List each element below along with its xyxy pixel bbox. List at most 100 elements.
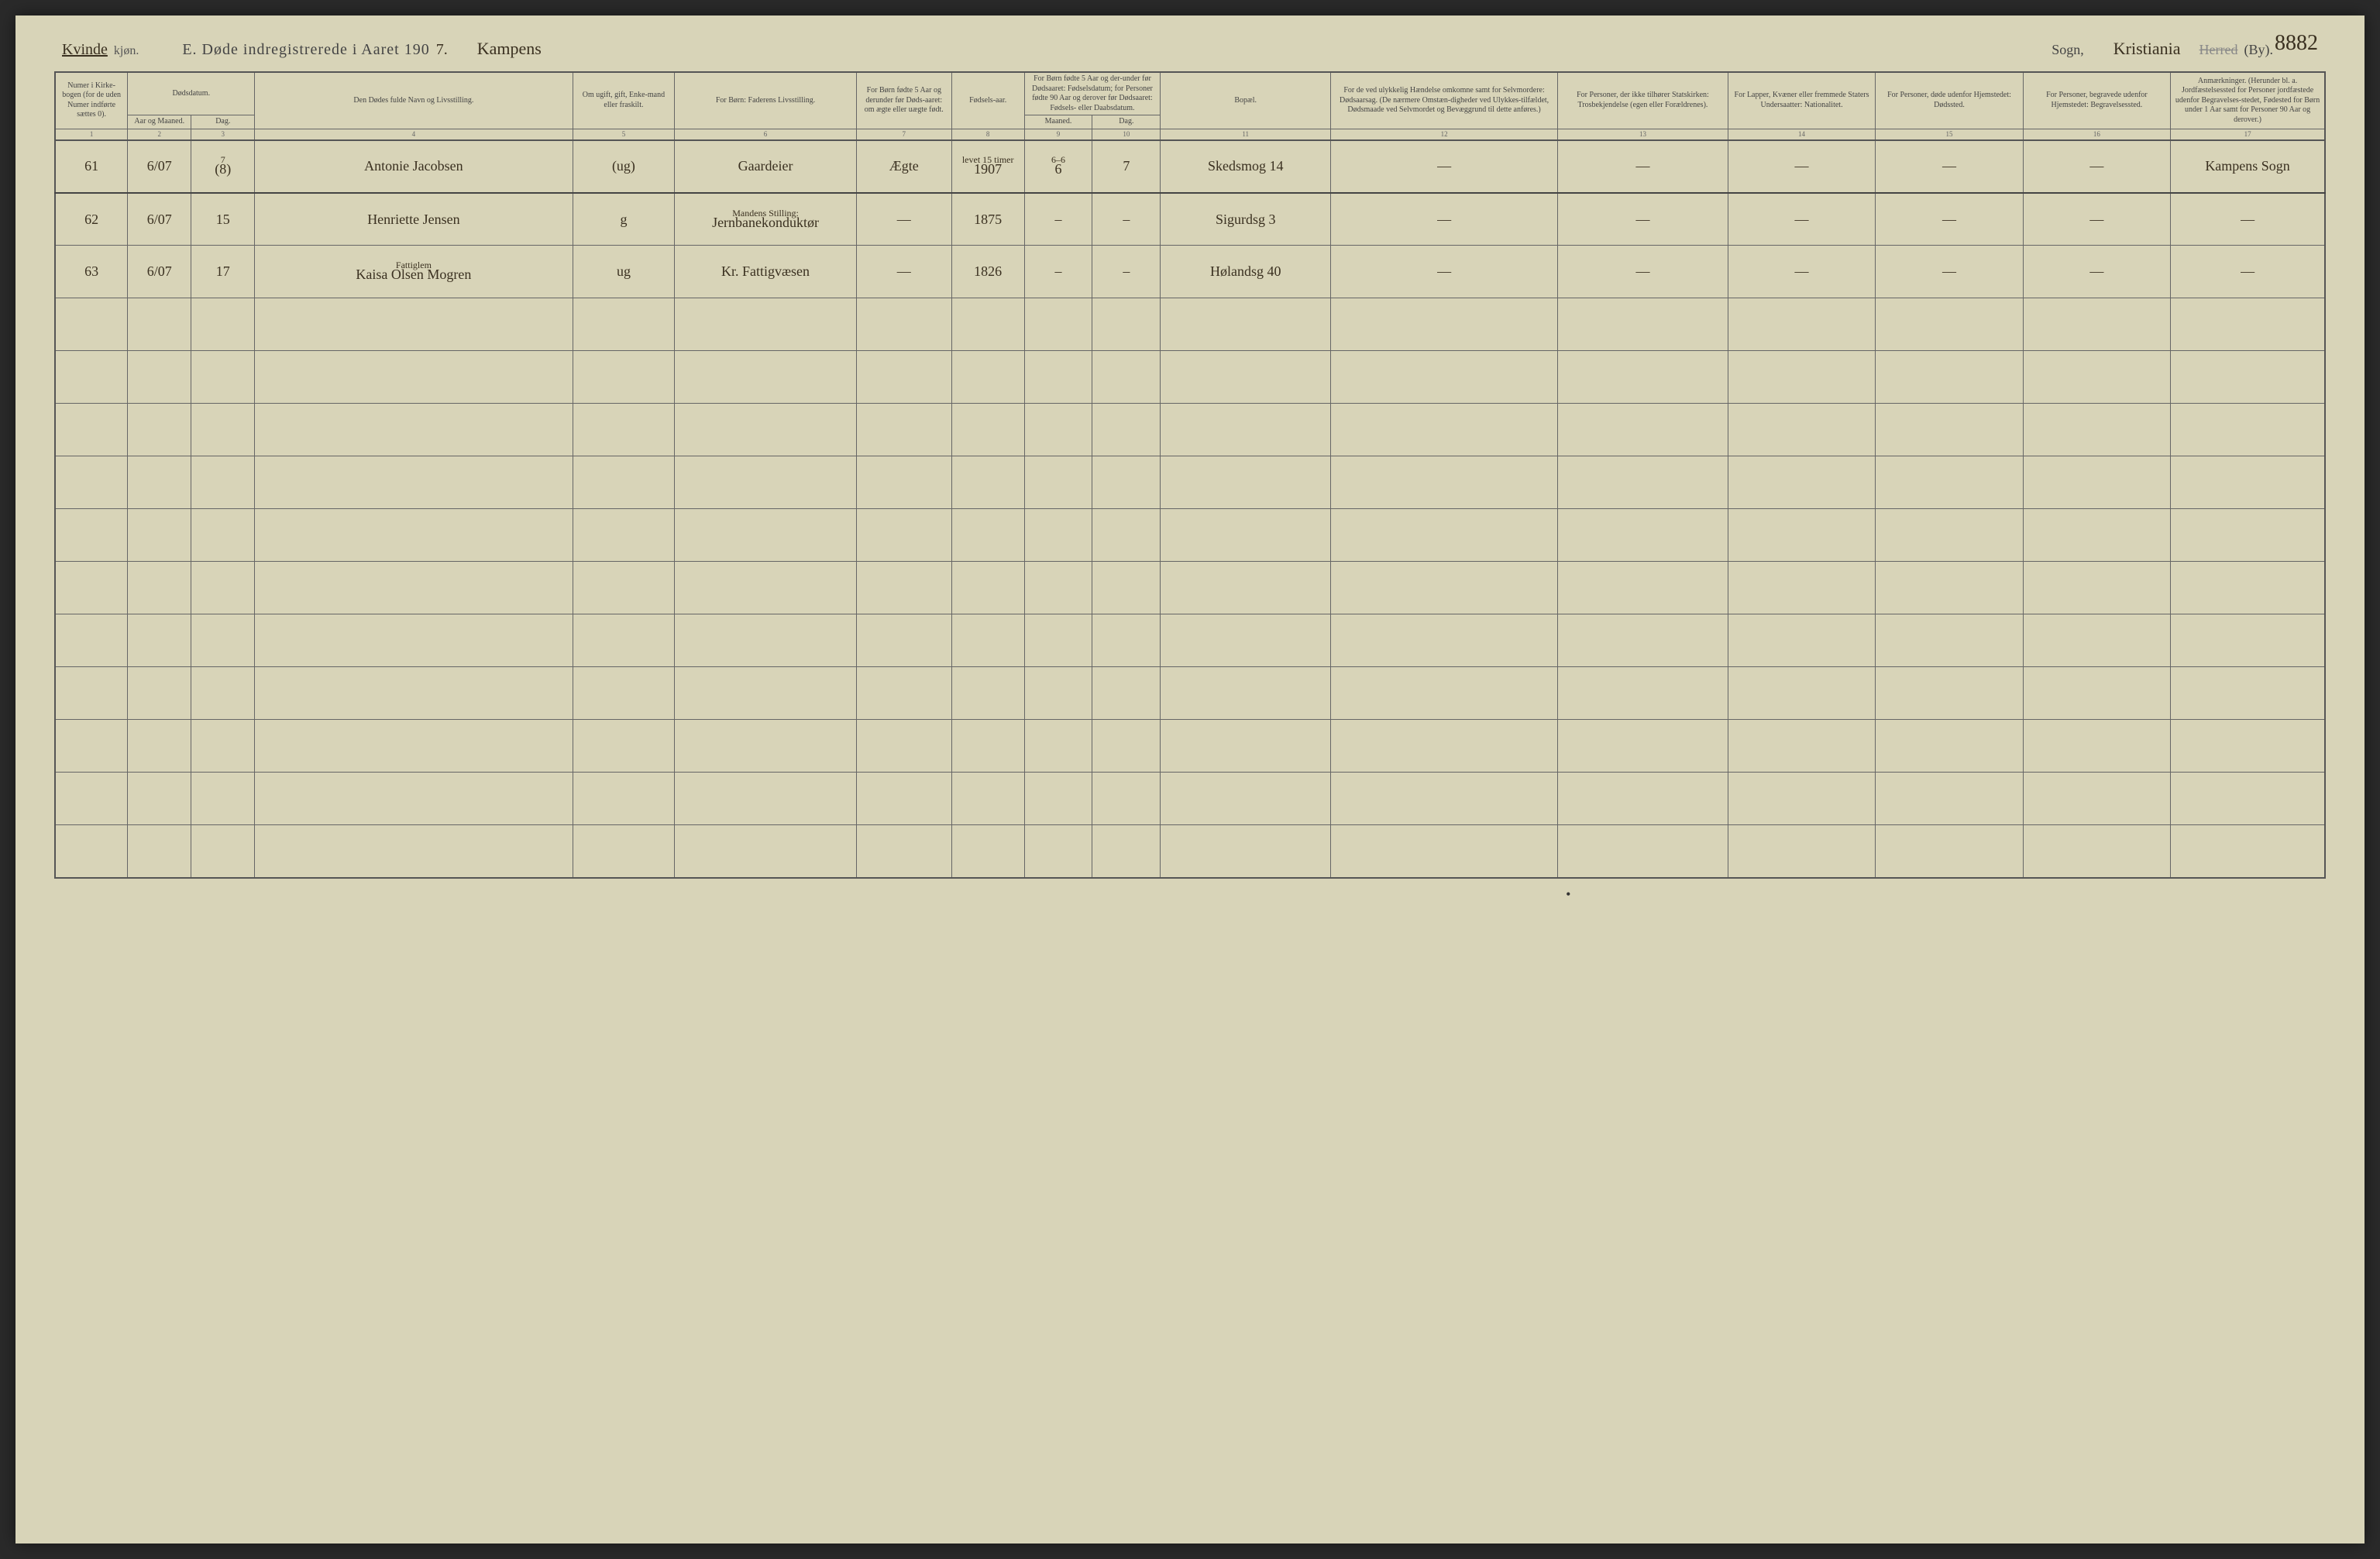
col-header: For Børn fødte 5 Aar og der-under før Dø…: [1024, 72, 1161, 115]
table-row-empty: [55, 404, 2325, 456]
table-cell: [128, 773, 191, 825]
colnum: 1: [55, 129, 128, 140]
table-cell: [1728, 351, 1875, 404]
col-subheader: Maaned.: [1024, 115, 1092, 129]
table-cell: [573, 562, 675, 614]
table-cell: [2171, 298, 2325, 351]
table-cell: [675, 825, 856, 878]
table-cell: [856, 720, 951, 773]
table-cell: [2171, 456, 2325, 509]
table-cell: [856, 773, 951, 825]
table-cell: [191, 614, 255, 667]
table-cell: [2023, 720, 2170, 773]
table-cell: [1728, 456, 1875, 509]
table-header: Numer i Kirke-bogen (for de uden Numer i…: [55, 72, 2325, 140]
table-cell: [55, 562, 128, 614]
col-header: Den Dødes fulde Navn og Livsstilling.: [255, 72, 573, 129]
table-cell: [1331, 298, 1558, 351]
table-cell: [1876, 509, 2023, 562]
table-cell: [55, 720, 128, 773]
table-cell: [573, 351, 675, 404]
colnum: 17: [2171, 129, 2325, 140]
by-label: (By).: [2244, 42, 2274, 58]
col-header: Om ugift, gift, Enke-mand eller fraskilt…: [573, 72, 675, 129]
table-cell: [128, 825, 191, 878]
table-cell: [1161, 456, 1331, 509]
table-cell: [1558, 509, 1728, 562]
col-header: Dødsdatum.: [128, 72, 255, 115]
table-cell: [255, 667, 573, 720]
table-cell: [2023, 773, 2170, 825]
table-cell: [1728, 562, 1875, 614]
table-cell: [255, 773, 573, 825]
table-cell: —: [1876, 246, 2023, 298]
table-cell: [1161, 614, 1331, 667]
table-cell: [1728, 298, 1875, 351]
table-cell: [1161, 720, 1331, 773]
table-cell: [1092, 351, 1161, 404]
table-cell: [1161, 351, 1331, 404]
table-cell: [573, 456, 675, 509]
table-row-empty: [55, 614, 2325, 667]
table-cell: levet 15 timer1907: [951, 140, 1024, 193]
table-cell: [1024, 456, 1092, 509]
table-cell: 6/07: [128, 193, 191, 246]
colnum: 12: [1331, 129, 1558, 140]
table-cell: —: [1558, 140, 1728, 193]
table-cell: [951, 351, 1024, 404]
table-cell: 15: [191, 193, 255, 246]
table-cell: [191, 825, 255, 878]
table-cell: —: [2023, 193, 2170, 246]
table-row-empty: [55, 509, 2325, 562]
table-cell: [951, 298, 1024, 351]
colnum: 14: [1728, 129, 1875, 140]
table-cell: [856, 825, 951, 878]
table-cell: [1876, 298, 2023, 351]
table-cell: [675, 509, 856, 562]
table-cell: [1024, 720, 1092, 773]
table-cell: [1024, 404, 1092, 456]
table-cell: 63: [55, 246, 128, 298]
table-cell: [2023, 456, 2170, 509]
table-cell: [1876, 404, 2023, 456]
table-cell: [2023, 509, 2170, 562]
table-cell: [2171, 614, 2325, 667]
table-cell: [55, 509, 128, 562]
table-cell: [191, 404, 255, 456]
table-cell: 6/07: [128, 246, 191, 298]
table-cell: [128, 298, 191, 351]
table-cell: [1092, 562, 1161, 614]
table-cell: [675, 773, 856, 825]
col-header: For de ved ulykkelig Hændelse omkomne sa…: [1331, 72, 1558, 129]
table-cell: [573, 509, 675, 562]
table-cell: [951, 456, 1024, 509]
colnum: 4: [255, 129, 573, 140]
table-cell: [255, 614, 573, 667]
table-row-empty: [55, 667, 2325, 720]
col-header: Fødsels-aar.: [951, 72, 1024, 129]
table-cell: g: [573, 193, 675, 246]
table-cell: [1876, 562, 2023, 614]
table-row-empty: [55, 456, 2325, 509]
table-cell: —: [1558, 193, 1728, 246]
table-cell: [856, 404, 951, 456]
table-cell: [1331, 351, 1558, 404]
table-cell: [1092, 614, 1161, 667]
table-cell: [191, 298, 255, 351]
table-cell: [573, 720, 675, 773]
table-cell: [1024, 351, 1092, 404]
table-cell: —: [2171, 193, 2325, 246]
table-cell: [191, 773, 255, 825]
table-cell: [1876, 614, 2023, 667]
sogn-label: Sogn,: [2052, 42, 2084, 58]
table-cell: ug: [573, 246, 675, 298]
herred-struck: Herred: [2199, 42, 2238, 58]
table-cell: 1875: [951, 193, 1024, 246]
table-cell: [1024, 773, 1092, 825]
col-header: For Personer, døde udenfor Hjemstedet: D…: [1876, 72, 2023, 129]
col-header: For Personer, begravede udenfor Hjemsted…: [2023, 72, 2170, 129]
col-header: For Lapper, Kvæner eller fremmede Stater…: [1728, 72, 1875, 129]
table-cell: —: [1331, 246, 1558, 298]
table-cell: [1331, 404, 1558, 456]
table-cell: [1024, 509, 1092, 562]
